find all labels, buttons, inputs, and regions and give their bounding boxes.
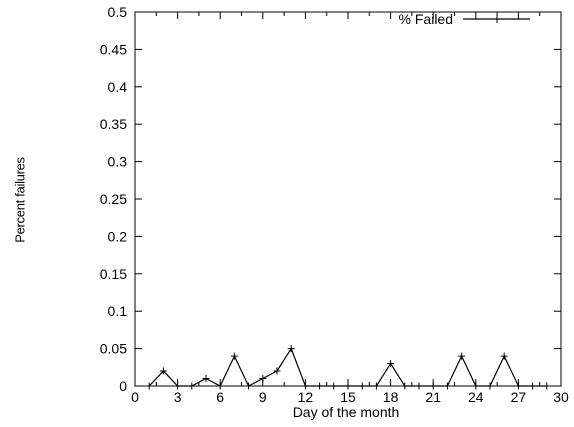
data-point [458, 352, 466, 360]
data-point [529, 382, 537, 390]
data-point [330, 382, 338, 390]
y-tick-label: 0.25 [100, 191, 127, 207]
x-axis-label: Day of the month [292, 404, 400, 420]
data-point [443, 382, 451, 390]
data-point [174, 382, 182, 390]
data-point [202, 375, 210, 383]
y-tick-label: 0.35 [100, 116, 127, 132]
data-point [514, 382, 522, 390]
data-point [387, 360, 395, 368]
data-point [472, 382, 480, 390]
data-point [245, 382, 253, 390]
legend-label-failed: % Failed [398, 11, 453, 27]
y-tick-label: 0.15 [100, 266, 127, 282]
plot-frame [134, 11, 562, 387]
data-point [415, 382, 423, 390]
data-point [486, 382, 494, 390]
y-tick-label: 0 [119, 378, 127, 394]
x-tick-label: 18 [383, 389, 399, 405]
y-tick-label: 0.2 [108, 228, 128, 244]
data-point [188, 382, 196, 390]
tick-labels: 0 0.05 0.1 0.15 0.2 0.25 0.3 0.35 0.4 0.45 0.5 0 3 6 9… [100, 4, 569, 405]
data-point [372, 382, 380, 390]
data-point [145, 382, 153, 390]
data-point [216, 382, 224, 390]
x-tick-label: 6 [216, 389, 224, 405]
x-tick-label: 24 [468, 389, 484, 405]
legend-marker [493, 15, 501, 23]
axis-ticks [134, 11, 562, 387]
data-point [429, 382, 437, 390]
x-tick-label: 15 [340, 389, 356, 405]
x-tick-label: 9 [259, 389, 267, 405]
y-axis-label: Percent failures [12, 157, 28, 243]
data-point [230, 352, 238, 360]
data-point [344, 382, 352, 390]
data-point [401, 382, 409, 390]
x-tick-label: 27 [511, 389, 527, 405]
data-point [500, 352, 508, 360]
data-point [273, 367, 281, 375]
data-point [287, 345, 295, 353]
y-tick-label: 0.1 [108, 303, 128, 319]
y-tick-label: 0.5 [108, 4, 128, 20]
x-tick-label: 3 [174, 389, 182, 405]
x-tick-label: 0 [131, 389, 139, 405]
data-point [259, 375, 267, 383]
y-tick-label: 0.45 [100, 41, 127, 57]
series-markers [145, 345, 551, 390]
x-tick-label: 12 [298, 389, 314, 405]
y-tick-label: 0.3 [108, 154, 128, 170]
data-point [543, 382, 551, 390]
x-tick-label: 30 [553, 389, 569, 405]
data-point [159, 367, 167, 375]
data-point [358, 382, 366, 390]
y-tick-label: 0.4 [108, 79, 128, 95]
x-tick-label: 21 [425, 389, 441, 405]
data-point [316, 382, 324, 390]
y-tick-label: 0.05 [100, 341, 127, 357]
data-point [301, 382, 309, 390]
